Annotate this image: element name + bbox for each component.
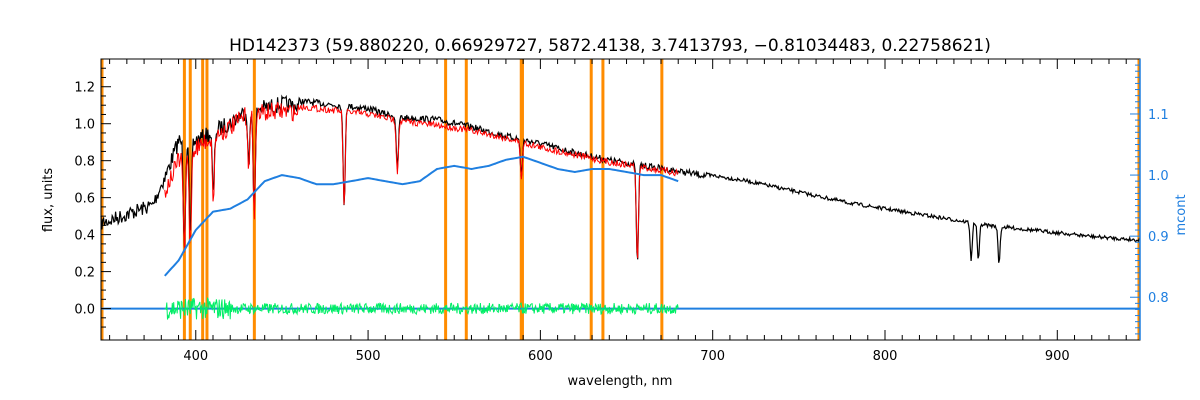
y-tick-label: 0.8 [74, 155, 95, 170]
y2-axis: 0.8 0.9 1.0 1.1 [1130, 59, 1169, 340]
series-model [164, 102, 679, 259]
y-axis: 0.0 0.2 0.4 0.6 0.8 1.0 1.2 [74, 67, 111, 328]
x-tick-label: 800 [873, 349, 898, 364]
x-tick-label: 700 [700, 349, 725, 364]
masked-regions [100, 59, 1141, 340]
x-tick-label: 500 [356, 349, 381, 364]
y2-tick-label: 1.0 [1148, 169, 1169, 184]
x-tick-label: 600 [528, 349, 553, 364]
y-tick-label: 0.6 [74, 192, 95, 207]
x-axis: 400 500 600 700 800 900 [109, 59, 1127, 364]
plot-frame [100, 58, 1141, 341]
y2-tick-label: 0.8 [1148, 291, 1169, 306]
series-residual [164, 297, 679, 320]
y2-axis-label: mcont [1174, 194, 1189, 235]
series-layer [100, 94, 1141, 320]
y2-tick-label: 0.9 [1148, 230, 1169, 245]
x-tick-label: 400 [183, 349, 208, 364]
y-axis-label: flux, units [41, 168, 56, 233]
y-tick-label: 1.0 [74, 118, 95, 133]
x-axis-label: wavelength, nm [568, 374, 673, 389]
chart-title: HD142373 (59.880220, 0.66929727, 5872.41… [229, 36, 991, 56]
series-continuum [164, 155, 679, 277]
x-tick-label: 900 [1045, 349, 1070, 364]
y-tick-label: 0.4 [74, 229, 95, 244]
y-tick-label: 0.2 [74, 266, 95, 281]
y-tick-label: 1.2 [74, 81, 95, 96]
y2-tick-label: 1.1 [1148, 108, 1169, 123]
y-tick-label: 0.0 [74, 303, 95, 318]
